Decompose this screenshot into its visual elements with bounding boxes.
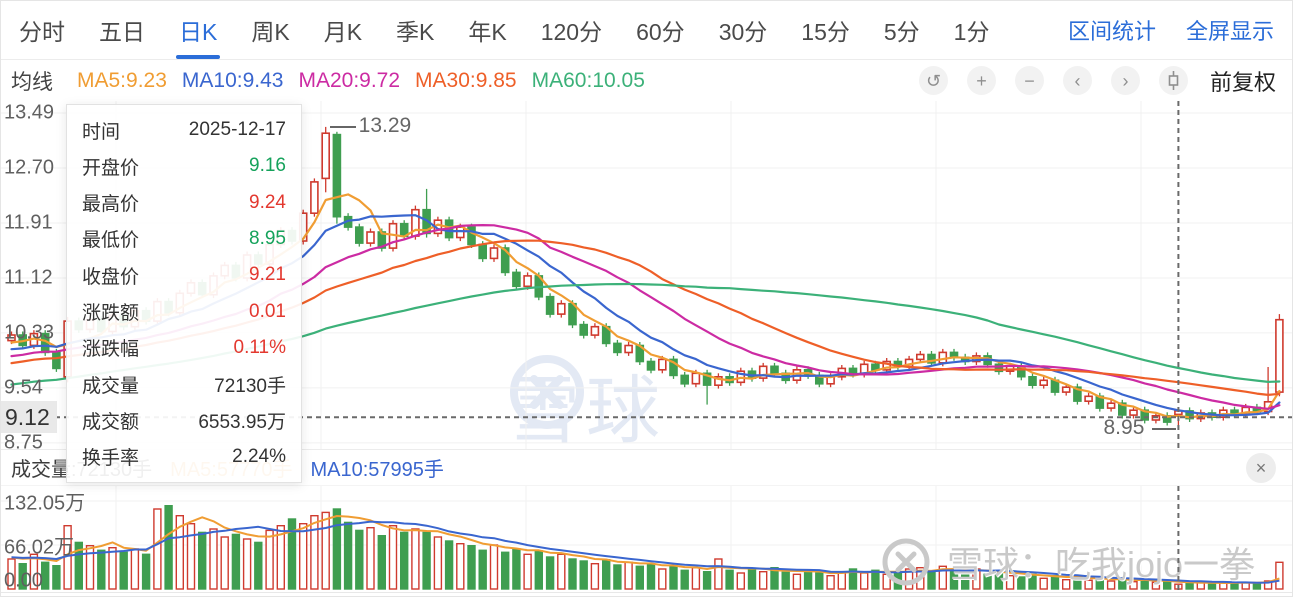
low-annotation-label: 8.95 (1103, 415, 1145, 439)
volume-canvas[interactable] (1, 486, 1293, 592)
price-axis-label: 11.12 (4, 266, 53, 289)
timeframe-toolbar: 分时 五日 日K 周K 月K 季K 年K 120分 60分 30分 15分 5分 1分 区间统计 全屏显示 (1, 1, 1292, 60)
row-volume: 成交量 72130手 (82, 366, 286, 402)
high-annotation-line (329, 125, 356, 128)
volume-axis-label: 0.00 (4, 569, 43, 592)
tab-timeshare[interactable]: 分时 (19, 19, 65, 45)
tab-1min[interactable]: 1分 (953, 19, 990, 45)
tooltip-row-label: 成交额 (82, 412, 140, 434)
tooltip-row-value: 2025-12-17 (188, 119, 286, 140)
low-annotation-line (1152, 427, 1177, 430)
close-volume-pane-button[interactable]: × (1246, 453, 1276, 483)
tooltip-row-value: 9.16 (249, 155, 286, 177)
ma-legend-item: MA5:9.23 (77, 68, 167, 92)
price-axis-label: 12.70 (4, 156, 55, 179)
xueqiu-logo-icon (510, 355, 584, 429)
row-change: 涨跌额 0.01 (82, 294, 286, 330)
bottom-divider (1, 592, 1292, 593)
tab-60min[interactable]: 60分 (636, 19, 685, 45)
price-axis-label: 10.33 (4, 321, 55, 344)
volume-chart[interactable]: 132.05万 66.02万 0.00 (1, 486, 1293, 592)
zoom-out-button[interactable]: − (1014, 66, 1044, 95)
volume-axis-label: 66.02万 (4, 536, 75, 559)
tooltip-row-value: 9.24 (249, 191, 286, 213)
xueqiu-center-watermark: 雪球 (506, 351, 666, 449)
tooltip-row-label: 收盘价 (82, 266, 140, 288)
tooltip-row-label: 最低价 (82, 230, 140, 252)
tooltip-row-value: 8.95 (249, 227, 286, 249)
volume-ma10-label: MA10:57995手 (310, 459, 444, 481)
row-open: 开盘价 9.16 (82, 148, 286, 184)
row-turnover: 成交额 6553.95万 (82, 403, 286, 439)
tab-daily-k[interactable]: 日K (179, 1, 217, 59)
pan-right-button[interactable]: › (1110, 66, 1140, 95)
zoom-out-icon: − (1024, 70, 1035, 91)
tooltip-row-label: 开盘价 (82, 157, 140, 179)
ma-legend-items: MA5:9.23 MA10:9.43 MA20:9.72 MA30:9.85 MA60:… (77, 69, 645, 93)
tooltip-row-value: 0.11% (233, 336, 286, 358)
pan-left-button[interactable]: ‹ (1062, 66, 1092, 95)
tooltip-row-value: 9.21 (249, 264, 286, 286)
row-turnover-rate: 换手率 2.24% (82, 439, 286, 475)
ma-legend-item: MA10:9.43 (181, 68, 284, 92)
row-close: 收盘价 9.21 (82, 257, 286, 293)
pan-right-icon: › (1122, 70, 1129, 91)
tooltip-row-label: 换手率 (82, 448, 140, 470)
price-axis-label: 8.75 (4, 431, 43, 449)
timeframe-tabs: 分时 五日 日K 周K 月K 季K 年K 120分 60分 30分 15分 5分 1分 (1, 1, 1292, 59)
candle-style-button[interactable] (1158, 66, 1188, 95)
crosshair-price-label: 9.12 (1, 401, 57, 434)
candle-style-icon (1168, 71, 1179, 90)
chart-controls: ↺ + − ‹ › 前复权 (918, 60, 1276, 101)
candle-info-tooltip: 时间 2025-12-17 开盘价 9.16 最高价 9.24 最低价 8.95 收盘价 9.21… (66, 104, 302, 483)
ma-legend-item: MA20:9.72 (298, 68, 401, 92)
row-time: 时间 2025-12-17 (82, 112, 286, 148)
ma-legend-item: MA30:9.85 (415, 68, 517, 92)
range-statistics-link[interactable]: 区间统计 (1067, 19, 1156, 44)
tooltip-row-value: 72130手 (214, 375, 286, 397)
ma-legend-bar: 均线 MA5:9.23 MA10:9.43 MA20:9.72 MA30:9.85 MA… (1, 60, 1292, 101)
tab-yearly-k[interactable]: 年K (468, 19, 507, 45)
tab-weekly-k[interactable]: 周K (251, 19, 290, 45)
tab-30min[interactable]: 30分 (718, 19, 768, 45)
zoom-in-button[interactable]: + (966, 66, 996, 95)
tooltip-row-label: 最高价 (82, 194, 140, 216)
tab-15min[interactable]: 15分 (801, 19, 850, 45)
tab-120min[interactable]: 120分 (540, 19, 603, 45)
ma-legend-title: 均线 (11, 70, 53, 94)
watermark-text: 雪球：吃我jojo一拳 (947, 544, 1256, 585)
price-axis-label: 11.91 (4, 211, 53, 234)
pan-left-icon: ‹ (1074, 70, 1081, 91)
row-low: 最低价 8.95 (82, 221, 286, 257)
tooltip-row-value: 0.01 (249, 300, 286, 322)
tooltip-row-value: 6553.95万 (198, 412, 286, 434)
tooltip-row-label: 涨跌幅 (82, 339, 140, 361)
tab-monthly-k[interactable]: 月K (323, 19, 363, 45)
toolbar-links: 区间统计 全屏显示 (1068, 1, 1274, 59)
xueqiu-logo-icon (882, 538, 930, 586)
zoom-in-icon: + (976, 70, 987, 91)
row-change-pct: 涨跌幅 0.11% (82, 330, 286, 366)
tab-5day[interactable]: 五日 (99, 19, 145, 45)
tooltip-row-label: 成交量 (82, 375, 140, 397)
row-high: 最高价 9.24 (82, 185, 286, 221)
tab-5min[interactable]: 5分 (883, 19, 920, 45)
price-axis-label: 9.54 (4, 376, 43, 399)
undo-button[interactable]: ↺ (918, 66, 948, 95)
volume-axis-label: 132.05万 (4, 492, 86, 515)
high-annotation-label: 13.29 (358, 113, 412, 137)
price-axis-label: 13.49 (4, 101, 55, 124)
tab-quarterly-k[interactable]: 季K (396, 19, 435, 45)
tooltip-row-label: 涨跌额 (82, 303, 140, 325)
ma-legend-item: MA60:10.05 (531, 68, 645, 92)
fullscreen-link[interactable]: 全屏显示 (1185, 19, 1274, 44)
close-icon: × (1255, 457, 1267, 478)
watermark-text: 雪球 (506, 369, 666, 449)
tooltip-row-label: 时间 (82, 121, 121, 143)
adjustment-mode-label[interactable]: 前复权 (1209, 69, 1276, 95)
xueqiu-bottom-watermark: 雪球：吃我jojo一拳 (879, 535, 1255, 589)
undo-icon: ↺ (925, 70, 942, 91)
tooltip-row-value: 2.24% (232, 445, 286, 467)
